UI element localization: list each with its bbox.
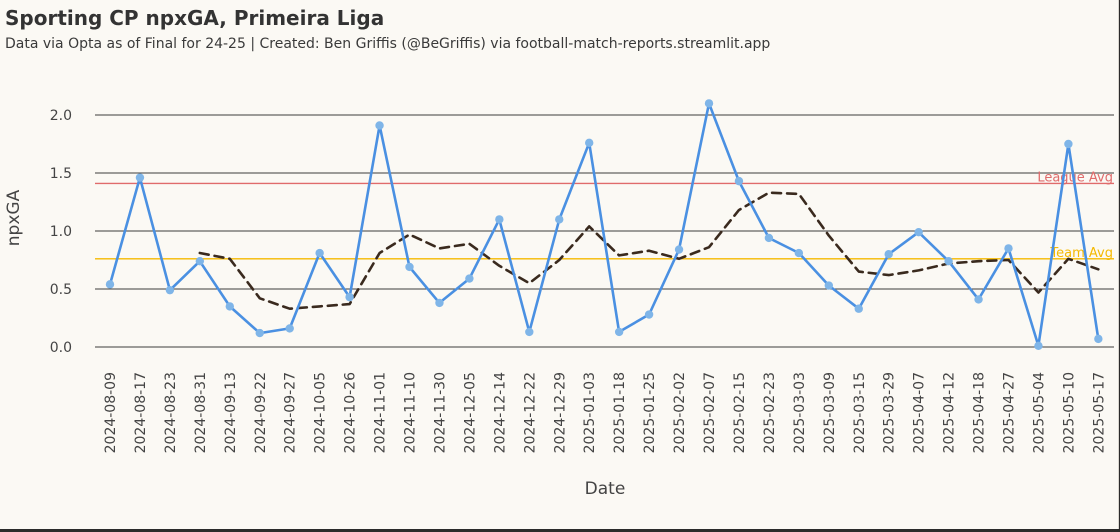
data-point — [764, 233, 774, 243]
x-tick-label: 2024-12-22 — [522, 372, 538, 453]
x-tick-label: 2025-03-09 — [822, 372, 838, 453]
npxga-line — [108, 102, 1100, 348]
data-point — [824, 281, 833, 290]
x-tick-label: 2024-12-29 — [552, 372, 568, 453]
data-point — [854, 304, 863, 313]
gridlines — [95, 114, 1114, 348]
y-tick-label: 1.0 — [50, 224, 72, 240]
data-point — [195, 256, 205, 266]
data-point — [555, 215, 564, 224]
x-tick-label: 2025-02-23 — [762, 372, 778, 453]
data-point — [435, 298, 444, 308]
x-tick-label: 2025-04-27 — [1002, 372, 1018, 453]
data-point — [974, 295, 983, 304]
x-tick-label: 2025-01-18 — [612, 372, 628, 453]
data-point — [704, 99, 714, 108]
series-markers — [105, 99, 1103, 351]
x-tick-label: 2024-10-26 — [343, 372, 359, 453]
x-tick-label: 2024-12-14 — [492, 372, 508, 453]
x-tick-label: 2024-11-01 — [373, 372, 389, 453]
data-point — [734, 176, 744, 186]
data-point — [105, 280, 115, 289]
data-point — [525, 327, 534, 337]
x-tick-label: 2024-09-22 — [253, 372, 269, 453]
data-point — [1034, 341, 1043, 351]
x-tick-label: 2024-08-23 — [163, 372, 179, 453]
x-tick-label: 2025-04-07 — [912, 372, 928, 453]
x-tick-label: 2025-02-15 — [732, 372, 748, 453]
y-tick-label: 0.0 — [50, 340, 72, 356]
data-point — [585, 138, 594, 148]
data-point — [794, 248, 804, 258]
x-tick-label: 2025-04-18 — [972, 372, 988, 453]
y-tick-label: 1.5 — [50, 166, 72, 182]
series-lines — [108, 102, 1100, 348]
x-tick-label: 2025-02-02 — [672, 372, 688, 453]
x-tick-label: 2024-09-27 — [283, 372, 299, 453]
y-tick-label: 0.5 — [50, 282, 72, 298]
x-tick-label: 2025-01-25 — [642, 372, 658, 453]
x-tick-label: 2024-11-30 — [432, 372, 448, 453]
data-point — [345, 292, 354, 302]
data-point — [914, 227, 923, 237]
data-point — [1064, 139, 1073, 149]
chart-title: Sporting CP npxGA, Primeira Liga — [5, 6, 385, 30]
data-point — [644, 310, 654, 319]
data-point — [315, 248, 324, 258]
data-point — [884, 250, 893, 259]
x-tick-label: 2024-12-05 — [462, 372, 478, 453]
x-tick-labels: 2024-08-09 2024-08-17 2024-08-23 2024-08-31… — [103, 372, 1107, 453]
league-avg-label: League Avg — [1037, 170, 1113, 185]
y-axis-title: npxGA — [4, 189, 24, 246]
x-tick-label: 2025-05-04 — [1031, 372, 1047, 453]
x-tick-label: 2025-05-17 — [1091, 372, 1107, 453]
team-avg-label: Team Avg — [1049, 246, 1113, 261]
data-point — [944, 256, 953, 266]
x-tick-label: 2025-05-10 — [1061, 372, 1077, 453]
x-tick-label: 2025-03-29 — [882, 372, 898, 453]
y-tick-label: 2.0 — [50, 108, 72, 124]
y-tick-labels: 0.0 0.5 1.0 1.5 2.0 — [50, 108, 72, 356]
data-point — [614, 327, 624, 337]
data-point — [465, 274, 474, 283]
x-tick-label: 2025-03-03 — [792, 372, 808, 453]
x-tick-label: 2025-03-15 — [852, 372, 868, 453]
data-point — [285, 324, 294, 333]
x-tick-label: 2024-08-31 — [193, 372, 209, 453]
x-tick-label: 2024-11-10 — [403, 372, 419, 453]
x-axis-title: Date — [585, 479, 626, 499]
x-tick-label: 2024-10-05 — [313, 372, 329, 453]
reference-lines: League Avg Team Avg — [95, 170, 1114, 261]
data-point — [135, 173, 145, 182]
data-point — [375, 121, 384, 130]
x-tick-label: 2024-09-13 — [223, 372, 239, 453]
data-point — [674, 245, 684, 254]
data-point — [495, 215, 504, 224]
x-tick-label: 2025-01-03 — [582, 372, 598, 453]
data-point — [405, 262, 414, 272]
x-tick-label: 2025-02-07 — [702, 372, 718, 453]
x-tick-label: 2025-04-12 — [942, 372, 958, 453]
data-point — [255, 328, 264, 338]
x-tick-label: 2024-08-09 — [103, 372, 119, 453]
rolling-average-line — [198, 191, 1100, 311]
data-point — [1004, 244, 1013, 253]
data-point — [1094, 334, 1103, 344]
x-tick-label: 2024-08-17 — [133, 372, 149, 453]
data-point — [165, 285, 175, 295]
data-point — [225, 302, 234, 311]
chart-subtitle: Data via Opta as of Final for 24-25 | Cr… — [5, 36, 771, 52]
